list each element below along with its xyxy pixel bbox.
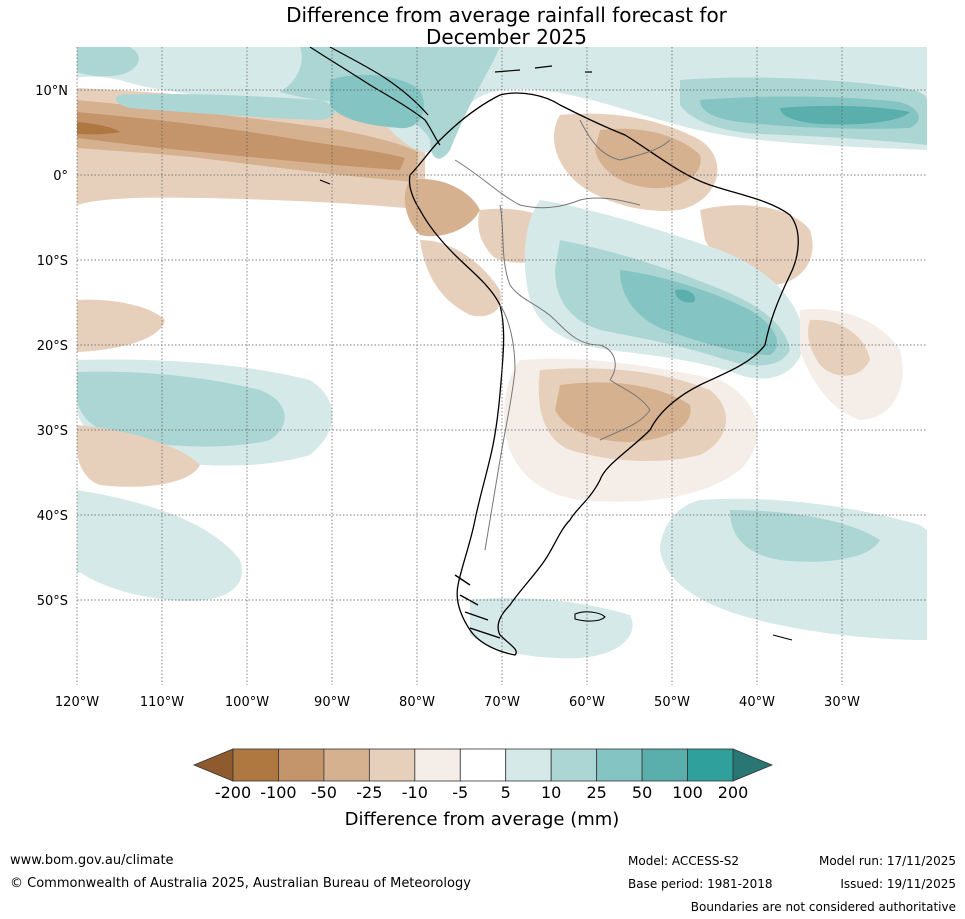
lon-tick-40w: 40°W <box>739 695 775 710</box>
colorbar-segment <box>278 748 325 782</box>
colorbar-segment <box>323 748 370 782</box>
lon-tick-80w: 80°W <box>399 695 435 710</box>
colorbar-tick-label: -10 <box>402 783 428 802</box>
colorbar-title: Difference from average (mm) <box>345 809 620 830</box>
colorbar-tick-label: 5 <box>501 783 511 802</box>
colorbar-tick-label: -200 <box>215 783 251 802</box>
colorbar-arrow-low <box>192 748 234 782</box>
colorbar-segment <box>232 748 279 782</box>
footer-issued: Issued: 19/11/2025 <box>840 877 956 891</box>
lat-tick-labels: 10°N 0° 10°S 20°S 30°S 40°S 50°S <box>35 84 68 609</box>
colorbar-labels: -200 -100 -50 -25 -10 -5 5 10 25 50 100 200 <box>215 783 748 802</box>
boundary-amazon-north <box>454 159 641 209</box>
lon-tick-50w: 50°W <box>654 695 690 710</box>
wet-southeast-pacific-light <box>77 490 242 601</box>
dry-ecuador <box>404 179 480 237</box>
dry-peru <box>420 240 501 317</box>
colorbar-tick-label: -25 <box>356 783 382 802</box>
dry-guianas <box>595 128 701 189</box>
lat-tick-10s: 10°S <box>37 254 68 269</box>
dry-southeast-core <box>555 382 691 442</box>
colorbar-tick-label: -50 <box>311 783 337 802</box>
lon-tick-110w: 110°W <box>140 695 184 710</box>
gridlines <box>76 47 927 685</box>
footer-copyright: © Commonwealth of Australia 2025, Austra… <box>10 876 471 891</box>
dry-core <box>77 122 120 135</box>
wet-panama <box>330 74 424 129</box>
footer-url[interactable]: www.bom.gov.au/climate <box>10 853 174 868</box>
lat-tick-20s: 20°S <box>37 339 68 354</box>
footer-model: Model: ACCESS-S2 <box>628 854 740 868</box>
south-america-coast <box>408 92 799 656</box>
colorbar-segment <box>414 748 461 782</box>
central-america-coast <box>309 47 441 146</box>
colorbar-segment <box>550 748 598 782</box>
dry-band-strong <box>77 112 405 170</box>
colorbar-tick-label: 25 <box>586 783 606 802</box>
wet-brazil-core <box>620 270 778 355</box>
caribbean-islands <box>494 65 592 73</box>
boundary-chile-argentina <box>484 304 516 551</box>
colorbar-arrow-high <box>732 748 774 782</box>
lat-tick-0: 0° <box>53 169 68 184</box>
lon-tick-70w: 70°W <box>484 695 520 710</box>
lon-tick-100w: 100°W <box>225 695 269 710</box>
dry-east-pacific <box>77 299 165 352</box>
lon-tick-60w: 60°W <box>569 695 605 710</box>
falkland-islands <box>574 611 606 622</box>
footer-boundaries-note: Boundaries are not considered authoritat… <box>690 900 956 914</box>
colorbar-segment <box>368 748 416 782</box>
coastlines <box>309 47 799 656</box>
boundary-venezuela <box>579 119 671 161</box>
colorbar-tick-label: 200 <box>718 783 749 802</box>
galapagos-islands <box>319 179 331 185</box>
south-georgia <box>772 634 793 641</box>
wet-south-atlantic <box>730 510 880 562</box>
colorbar-segment <box>459 748 507 782</box>
wet-northwest <box>77 47 139 77</box>
dry-south-atlantic-core <box>808 319 870 376</box>
colorbar-segment <box>596 748 643 782</box>
map-title: Difference from average rainfall forecas… <box>0 4 965 48</box>
lon-tick-30w: 30°W <box>824 695 860 710</box>
colorbar: -200 -100 -50 -25 -10 -5 5 10 25 50 100 200 Differe… <box>192 748 774 830</box>
colorbar-tick-label: -5 <box>452 783 468 802</box>
title-line-1: Difference from average rainfall forecas… <box>286 3 727 27</box>
footer-model-run: Model run: 17/11/2025 <box>818 854 956 868</box>
lon-tick-120w: 120°W <box>55 695 99 710</box>
colorbar-tick-label: 50 <box>632 783 652 802</box>
wet-pacific <box>77 371 285 447</box>
lat-tick-30s: 30°S <box>37 424 68 439</box>
lon-tick-90w: 90°W <box>314 695 350 710</box>
lat-tick-40s: 40°S <box>37 509 68 524</box>
dry-pacific-south <box>77 425 200 487</box>
wet-atlantic-strong <box>780 105 910 125</box>
wet-drake-light <box>470 598 633 659</box>
boundary-bolivia <box>554 319 616 381</box>
colorbar-segment <box>687 748 734 782</box>
lat-tick-10n: 10°N <box>35 84 68 99</box>
colorbar-segment <box>505 748 552 782</box>
wet-itcz-pacific <box>115 93 336 120</box>
colorbar-tick-label: 10 <box>541 783 561 802</box>
colorbar-tick-label: 100 <box>672 783 703 802</box>
lat-tick-50s: 50°S <box>37 594 68 609</box>
central-america-coast-east <box>329 47 429 116</box>
boundary-paraguay <box>599 379 651 441</box>
lon-tick-labels: 120°W 110°W 100°W 90°W 80°W 70°W 60°W 50… <box>55 695 860 710</box>
colorbar-segments <box>232 748 734 782</box>
colorbar-segment <box>641 748 688 782</box>
title-line-2: December 2025 <box>426 25 587 49</box>
footer-base-period: Base period: 1981-2018 <box>628 877 773 891</box>
colorbar-tick-label: -100 <box>260 783 296 802</box>
wet-brazil-spot <box>675 289 696 303</box>
